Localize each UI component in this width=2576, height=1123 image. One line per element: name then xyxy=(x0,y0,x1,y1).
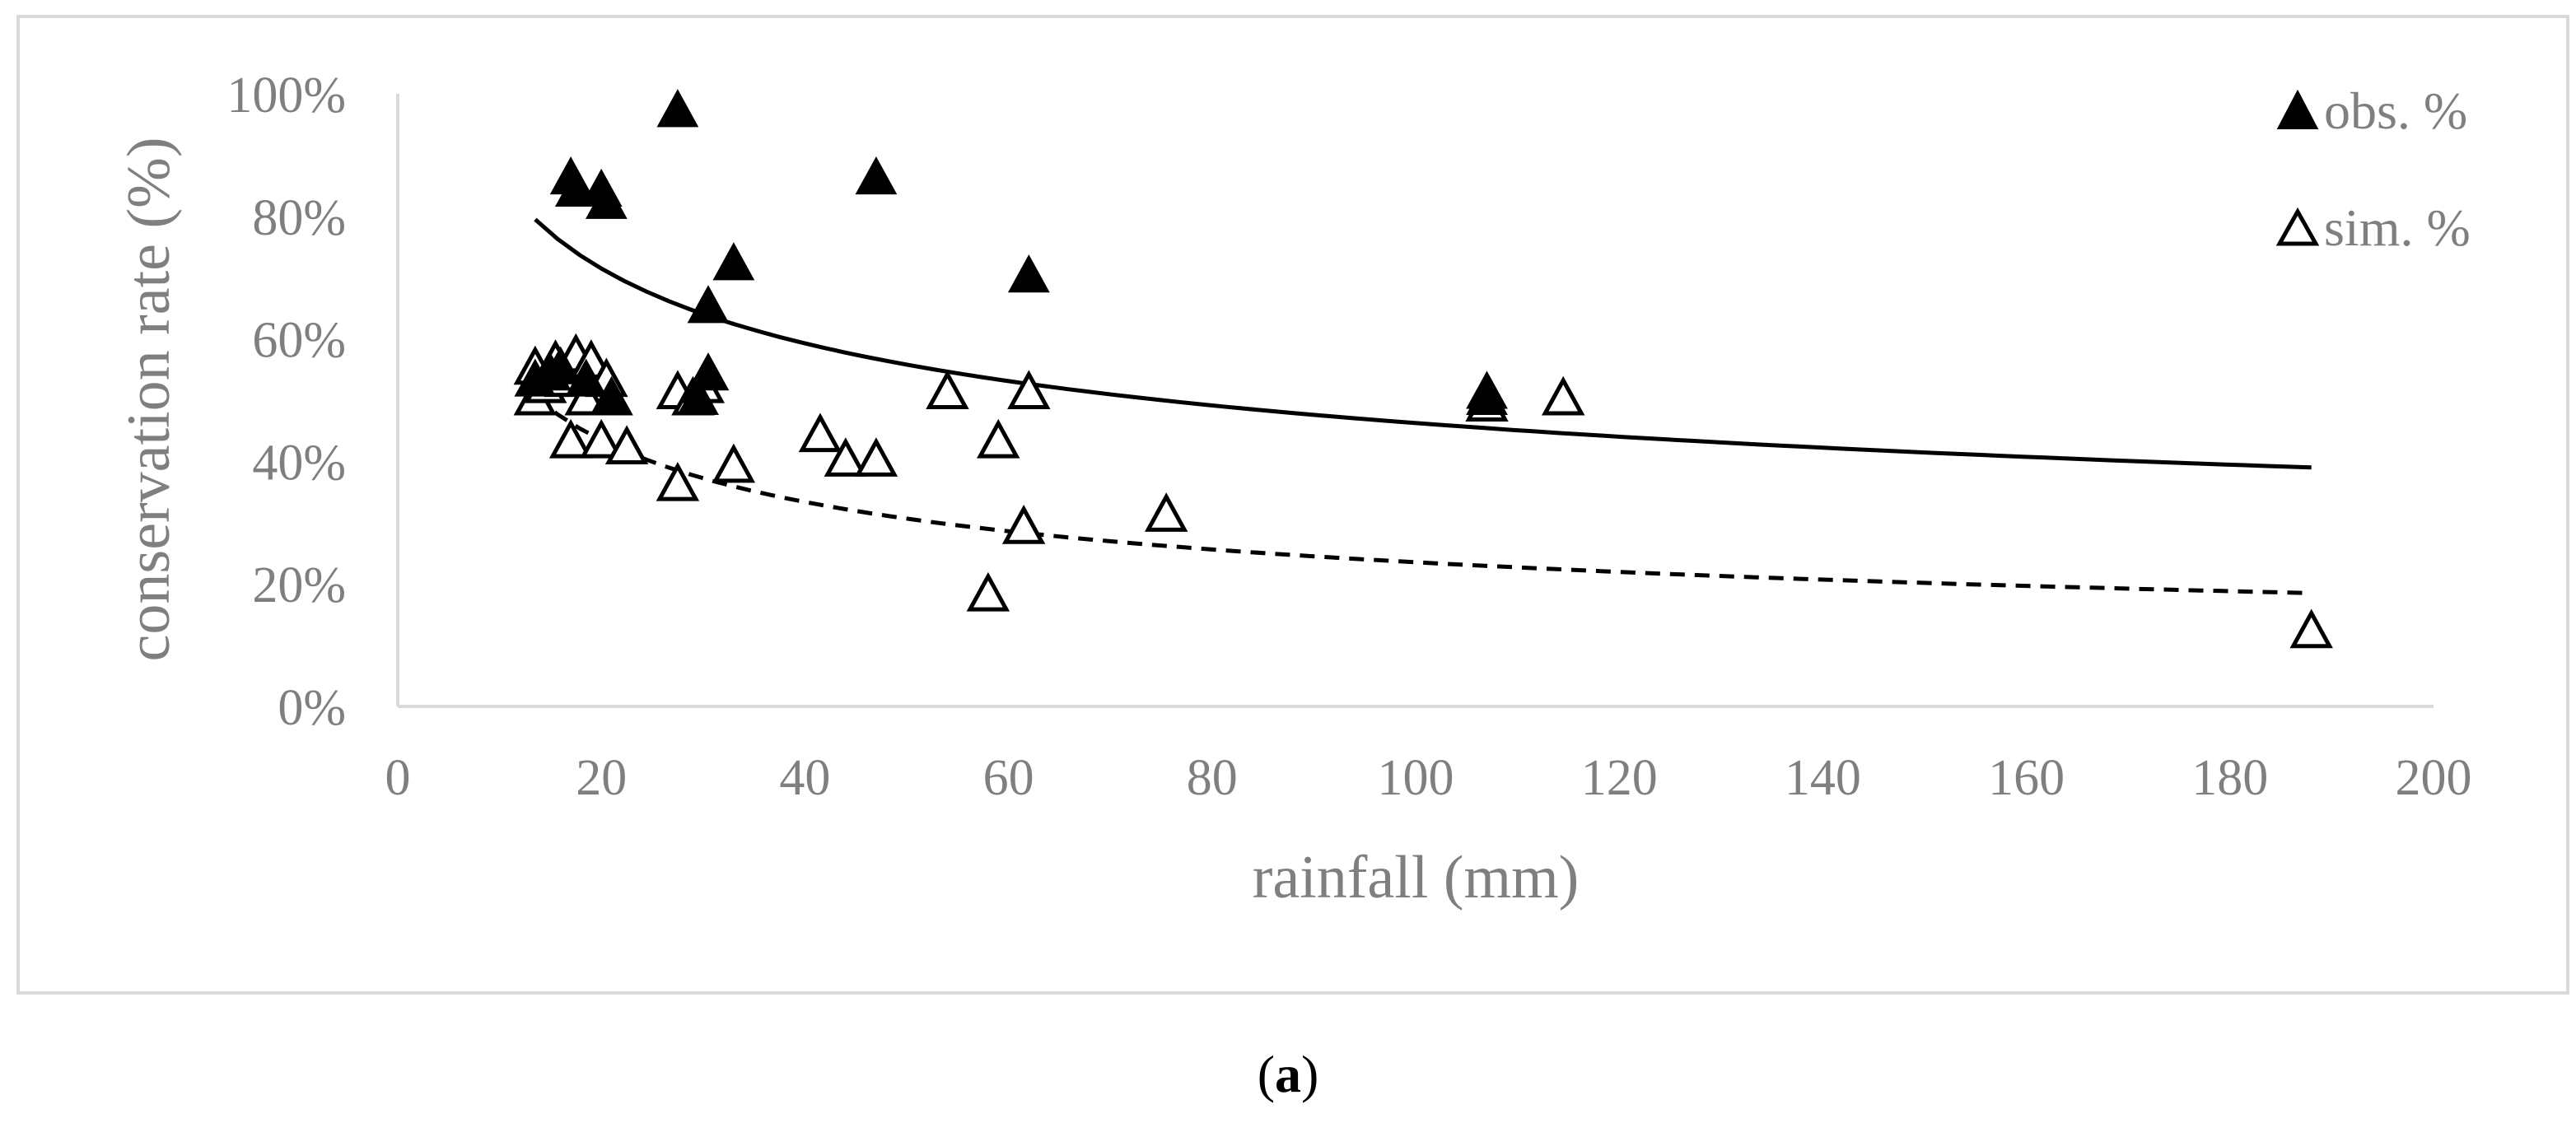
sim-point xyxy=(926,370,969,410)
obs-point xyxy=(677,376,720,415)
figure-caption: (a) xyxy=(1257,1045,1319,1103)
x-tick-label: 0 xyxy=(385,750,411,806)
y-tick-label: 0% xyxy=(278,680,346,736)
y-tick-label: 20% xyxy=(252,557,346,613)
obs-point xyxy=(656,89,699,128)
obs-point xyxy=(1007,254,1050,293)
legend-marker-obs xyxy=(2276,89,2319,129)
legend-label-obs: obs. % xyxy=(2324,82,2467,140)
obs-point xyxy=(539,346,582,384)
sim-point xyxy=(854,437,898,477)
legend-label-sim: sim. % xyxy=(2324,198,2471,257)
obs-point xyxy=(565,358,608,397)
sim-point xyxy=(798,412,842,453)
obs-point xyxy=(687,352,730,391)
obs-trendline xyxy=(534,217,2312,470)
x-tick-label: 160 xyxy=(1988,750,2065,806)
x-tick-label: 60 xyxy=(983,750,1034,806)
sim-trendline xyxy=(534,395,2312,595)
sim-point xyxy=(1541,375,1585,416)
sim-point xyxy=(656,461,700,501)
y-tick-label: 100% xyxy=(226,68,346,123)
sim-point xyxy=(1144,492,1188,532)
legend-marker-sim xyxy=(2275,207,2320,246)
x-tick-label: 40 xyxy=(779,750,830,806)
obs-point xyxy=(687,285,730,324)
obs-point xyxy=(1466,376,1508,415)
sim-point xyxy=(977,418,1020,459)
trendlines xyxy=(534,217,2312,595)
x-tick-label: 200 xyxy=(2396,750,2472,806)
sim-point xyxy=(1007,370,1051,410)
sim-point xyxy=(966,571,1010,612)
sim-point xyxy=(824,437,868,477)
x-tick-label: 180 xyxy=(2191,750,2268,806)
obs-point xyxy=(554,168,597,207)
sim-point xyxy=(604,425,649,465)
sim-point xyxy=(548,418,593,459)
sim-point xyxy=(579,418,623,459)
tick-labels: 0 20 40 60 80 100 120 140 160 180 200 0% 20% 40% 60% 80… xyxy=(226,68,2471,806)
x-tick-label: 100 xyxy=(1378,750,1454,806)
obs-point xyxy=(590,376,632,415)
y-tick-label: 80% xyxy=(252,190,346,246)
y-axis-title: conservation rate (%) xyxy=(115,137,183,662)
x-axis-title: rainfall (mm) xyxy=(1253,844,1580,911)
x-tick-label: 120 xyxy=(1581,750,1658,806)
y-tick-label: 40% xyxy=(252,435,346,491)
sim-point xyxy=(712,443,756,483)
y-tick-label: 60% xyxy=(252,313,346,369)
obs-point xyxy=(585,180,628,219)
axes xyxy=(396,94,2434,708)
sim-point xyxy=(1001,505,1046,544)
x-tick-label: 80 xyxy=(1187,750,1238,806)
x-tick-label: 20 xyxy=(576,750,627,806)
x-tick-label: 140 xyxy=(1785,750,1861,806)
chart-frame xyxy=(16,15,2569,995)
caption-label: a xyxy=(1275,1045,1301,1103)
obs-point xyxy=(855,156,898,195)
legend: obs. % sim. % xyxy=(2275,82,2471,257)
sim-point xyxy=(2289,608,2333,649)
data-points xyxy=(513,89,2333,649)
obs-point xyxy=(712,242,755,281)
